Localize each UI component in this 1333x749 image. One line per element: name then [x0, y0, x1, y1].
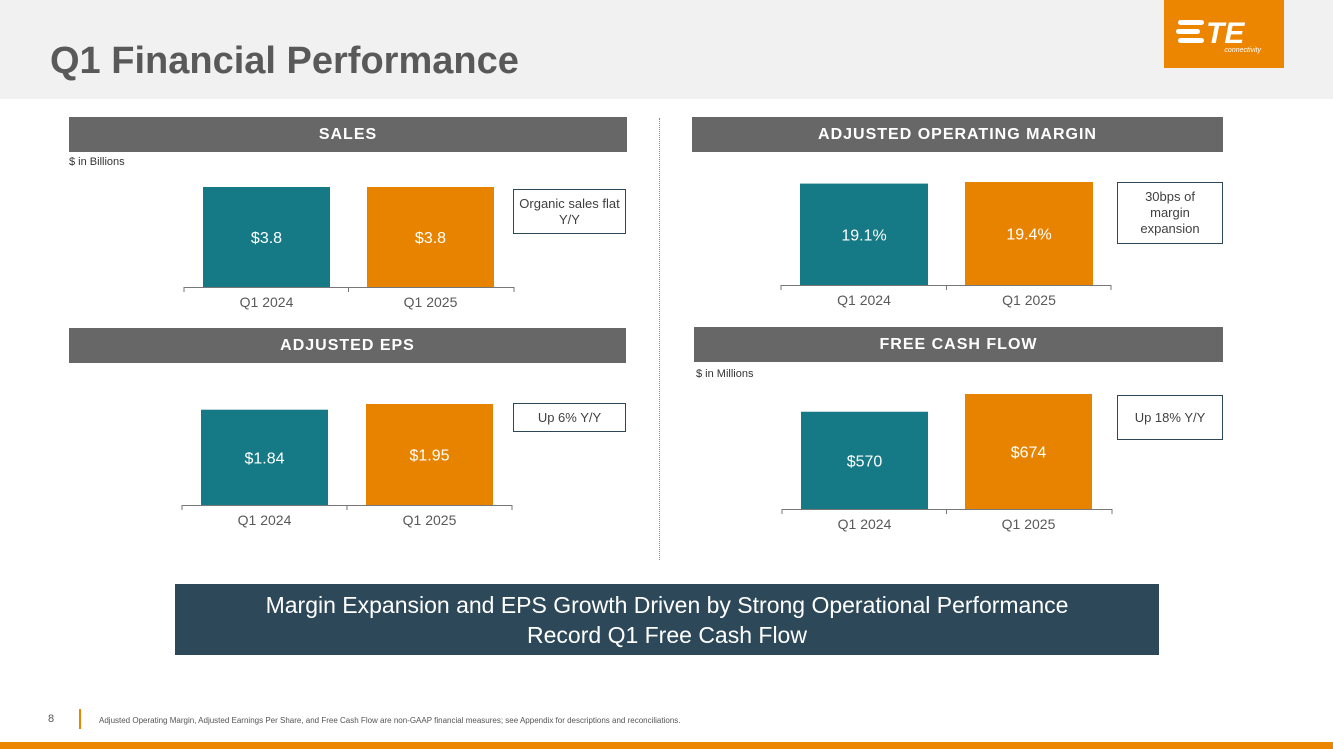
eps-callout: Up 6% Y/Y	[513, 403, 626, 432]
margin-chart: 19.1% Q1 2024 19.4% Q1 2025	[780, 182, 1112, 308]
margin-callout: 30bps of margin expansion	[1117, 182, 1223, 244]
page-number: 8	[48, 713, 55, 725]
bar-value-label: $3.8	[415, 230, 446, 247]
x-tick-label: Q1 2024	[837, 292, 891, 308]
x-tick-label: Q1 2025	[1002, 516, 1056, 532]
x-tick-label: Q1 2024	[838, 516, 892, 532]
te-logo-icon: TE connectivity	[1176, 17, 1261, 54]
bar-value-label: $1.95	[409, 448, 449, 465]
page-number-separator	[79, 709, 81, 729]
bar-q1-2025	[965, 182, 1093, 285]
bar-value-label: $3.8	[251, 230, 282, 247]
fcf-unit-note: $ in Millions	[696, 368, 754, 380]
bottom-accent-bar	[0, 742, 1333, 749]
x-tick-label: Q1 2024	[238, 512, 292, 528]
bar-q1-2025	[367, 187, 494, 287]
sales-header: SALES	[69, 117, 627, 152]
bar-value-label: $674	[1011, 445, 1047, 462]
bar-q1-2025	[366, 404, 493, 505]
bar-value-label: 19.4%	[1006, 227, 1051, 244]
bar-q1-2024	[800, 183, 928, 285]
fcf-chart: $570 Q1 2024 $674 Q1 2025	[781, 394, 1113, 532]
eps-header: ADJUSTED EPS	[69, 328, 626, 363]
bar-q1-2024	[801, 411, 928, 509]
title-band	[0, 0, 1333, 99]
margin-header: ADJUSTED OPERATING MARGIN	[692, 117, 1223, 152]
bar-q1-2025	[965, 394, 1092, 509]
panel-divider	[659, 118, 660, 560]
bar-q1-2024	[203, 187, 330, 287]
bar-value-label: 19.1%	[841, 227, 886, 244]
fcf-header: FREE CASH FLOW	[694, 327, 1223, 362]
fcf-callout: Up 18% Y/Y	[1117, 395, 1223, 440]
x-tick-label: Q1 2024	[240, 294, 294, 310]
bar-q1-2024	[201, 409, 328, 505]
page-title: Q1 Financial Performance	[50, 40, 519, 82]
x-tick-label: Q1 2025	[1002, 292, 1056, 308]
logo-subtext: connectivity	[1224, 47, 1261, 54]
footnote: Adjusted Operating Margin, Adjusted Earn…	[99, 716, 681, 725]
bar-value-label: $1.84	[244, 450, 284, 467]
banner-line-1: Margin Expansion and EPS Growth Driven b…	[265, 591, 1069, 618]
x-tick-label: Q1 2025	[404, 294, 458, 310]
sales-callout: Organic sales flat Y/Y	[513, 189, 626, 234]
eps-chart: $1.84 Q1 2024 $1.95 Q1 2025	[181, 404, 513, 528]
x-tick-label: Q1 2025	[403, 512, 457, 528]
summary-banner: Margin Expansion and EPS Growth Driven b…	[175, 584, 1159, 655]
sales-chart: $3.8 Q1 2024 $3.8 Q1 2025	[183, 187, 515, 310]
sales-unit-note: $ in Billions	[69, 156, 125, 168]
banner-line-2: Record Q1 Free Cash Flow	[527, 621, 807, 648]
logo-wordmark: TE	[1206, 17, 1245, 50]
bar-value-label: $570	[847, 453, 883, 470]
te-logo: TE connectivity	[1164, 0, 1284, 68]
